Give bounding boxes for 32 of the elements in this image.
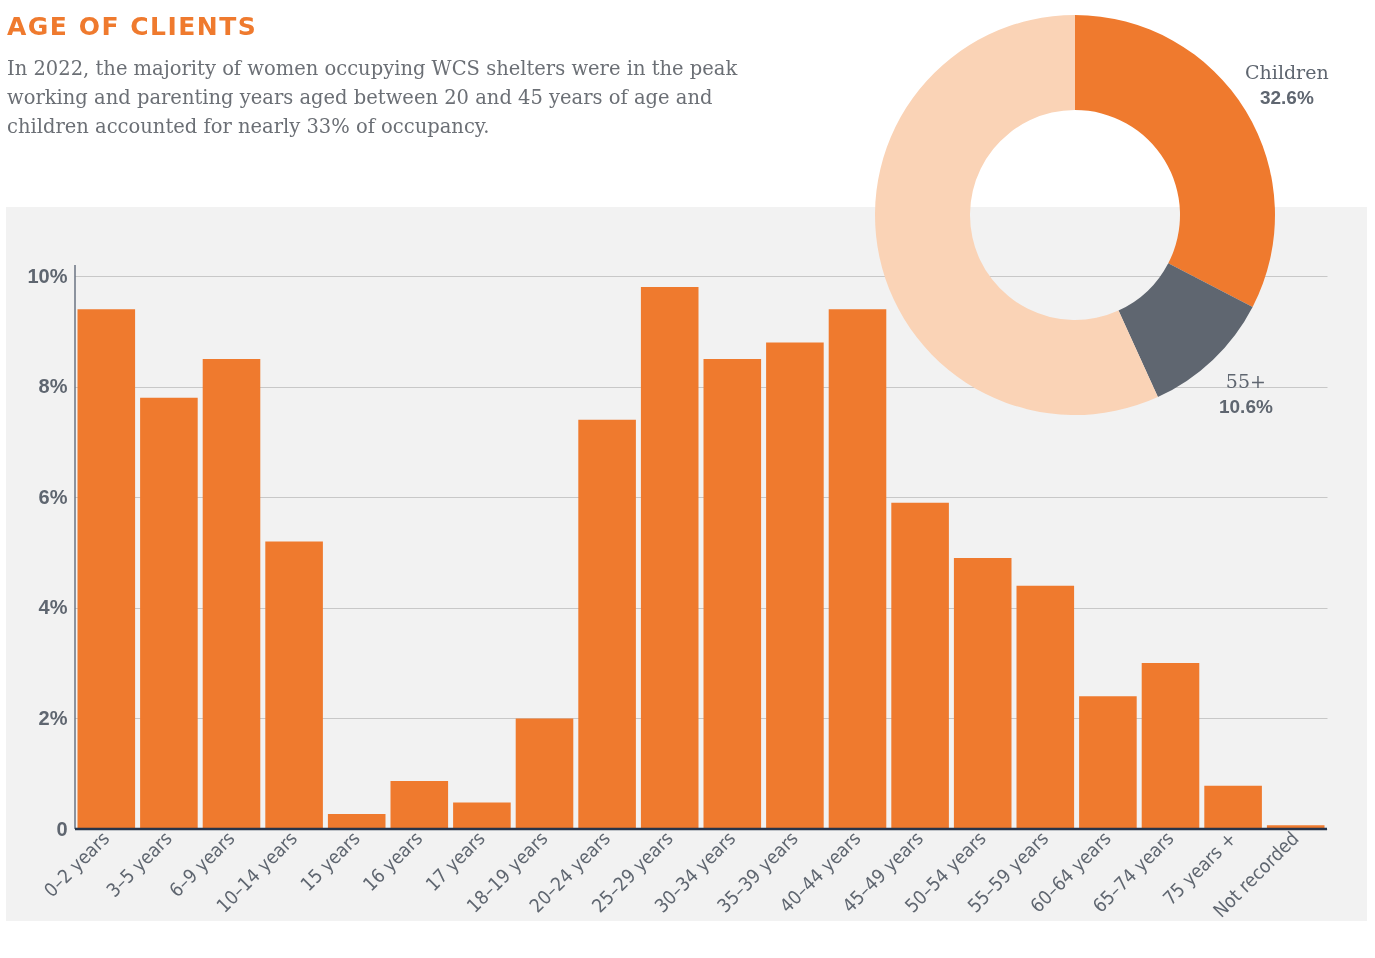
bar — [828, 309, 887, 829]
chart-title: AGE OF CLIENTS — [7, 12, 258, 41]
bar — [453, 802, 511, 829]
bar — [766, 342, 824, 829]
bar — [327, 814, 386, 829]
bar — [515, 718, 574, 829]
bar — [390, 780, 449, 829]
bar — [703, 359, 762, 829]
donut-slice — [875, 15, 1158, 415]
bar — [891, 502, 949, 829]
y-tick-label: 8% — [38, 375, 68, 398]
slice-label: 55+ — [1225, 369, 1266, 392]
bar — [1204, 785, 1262, 829]
bar — [265, 541, 323, 829]
bar — [1141, 663, 1200, 829]
bar — [578, 419, 636, 829]
chart-subtitle: In 2022, the majority of women occupying WCS shelters were in the peak working and parenting years aged between 20 and 45 years of age and children accounted for nearly 33% of occupancy. — [7, 56, 739, 140]
data-label: 10.6% — [1218, 395, 1273, 417]
bar — [77, 309, 136, 829]
bar — [640, 287, 699, 829]
bar — [953, 558, 1012, 829]
y-tick-label: 10% — [27, 264, 68, 287]
bar — [1016, 585, 1075, 829]
slice-label: Children — [1245, 61, 1329, 84]
y-tick-label: 0 — [56, 817, 68, 840]
bar — [1079, 696, 1137, 829]
y-tick-label: 4% — [38, 596, 68, 619]
y-tick-label: 2% — [38, 706, 68, 729]
bar — [202, 359, 261, 829]
bar — [140, 397, 198, 829]
y-tick-label: 6% — [38, 485, 68, 508]
data-label: 32.6% — [1259, 87, 1314, 109]
